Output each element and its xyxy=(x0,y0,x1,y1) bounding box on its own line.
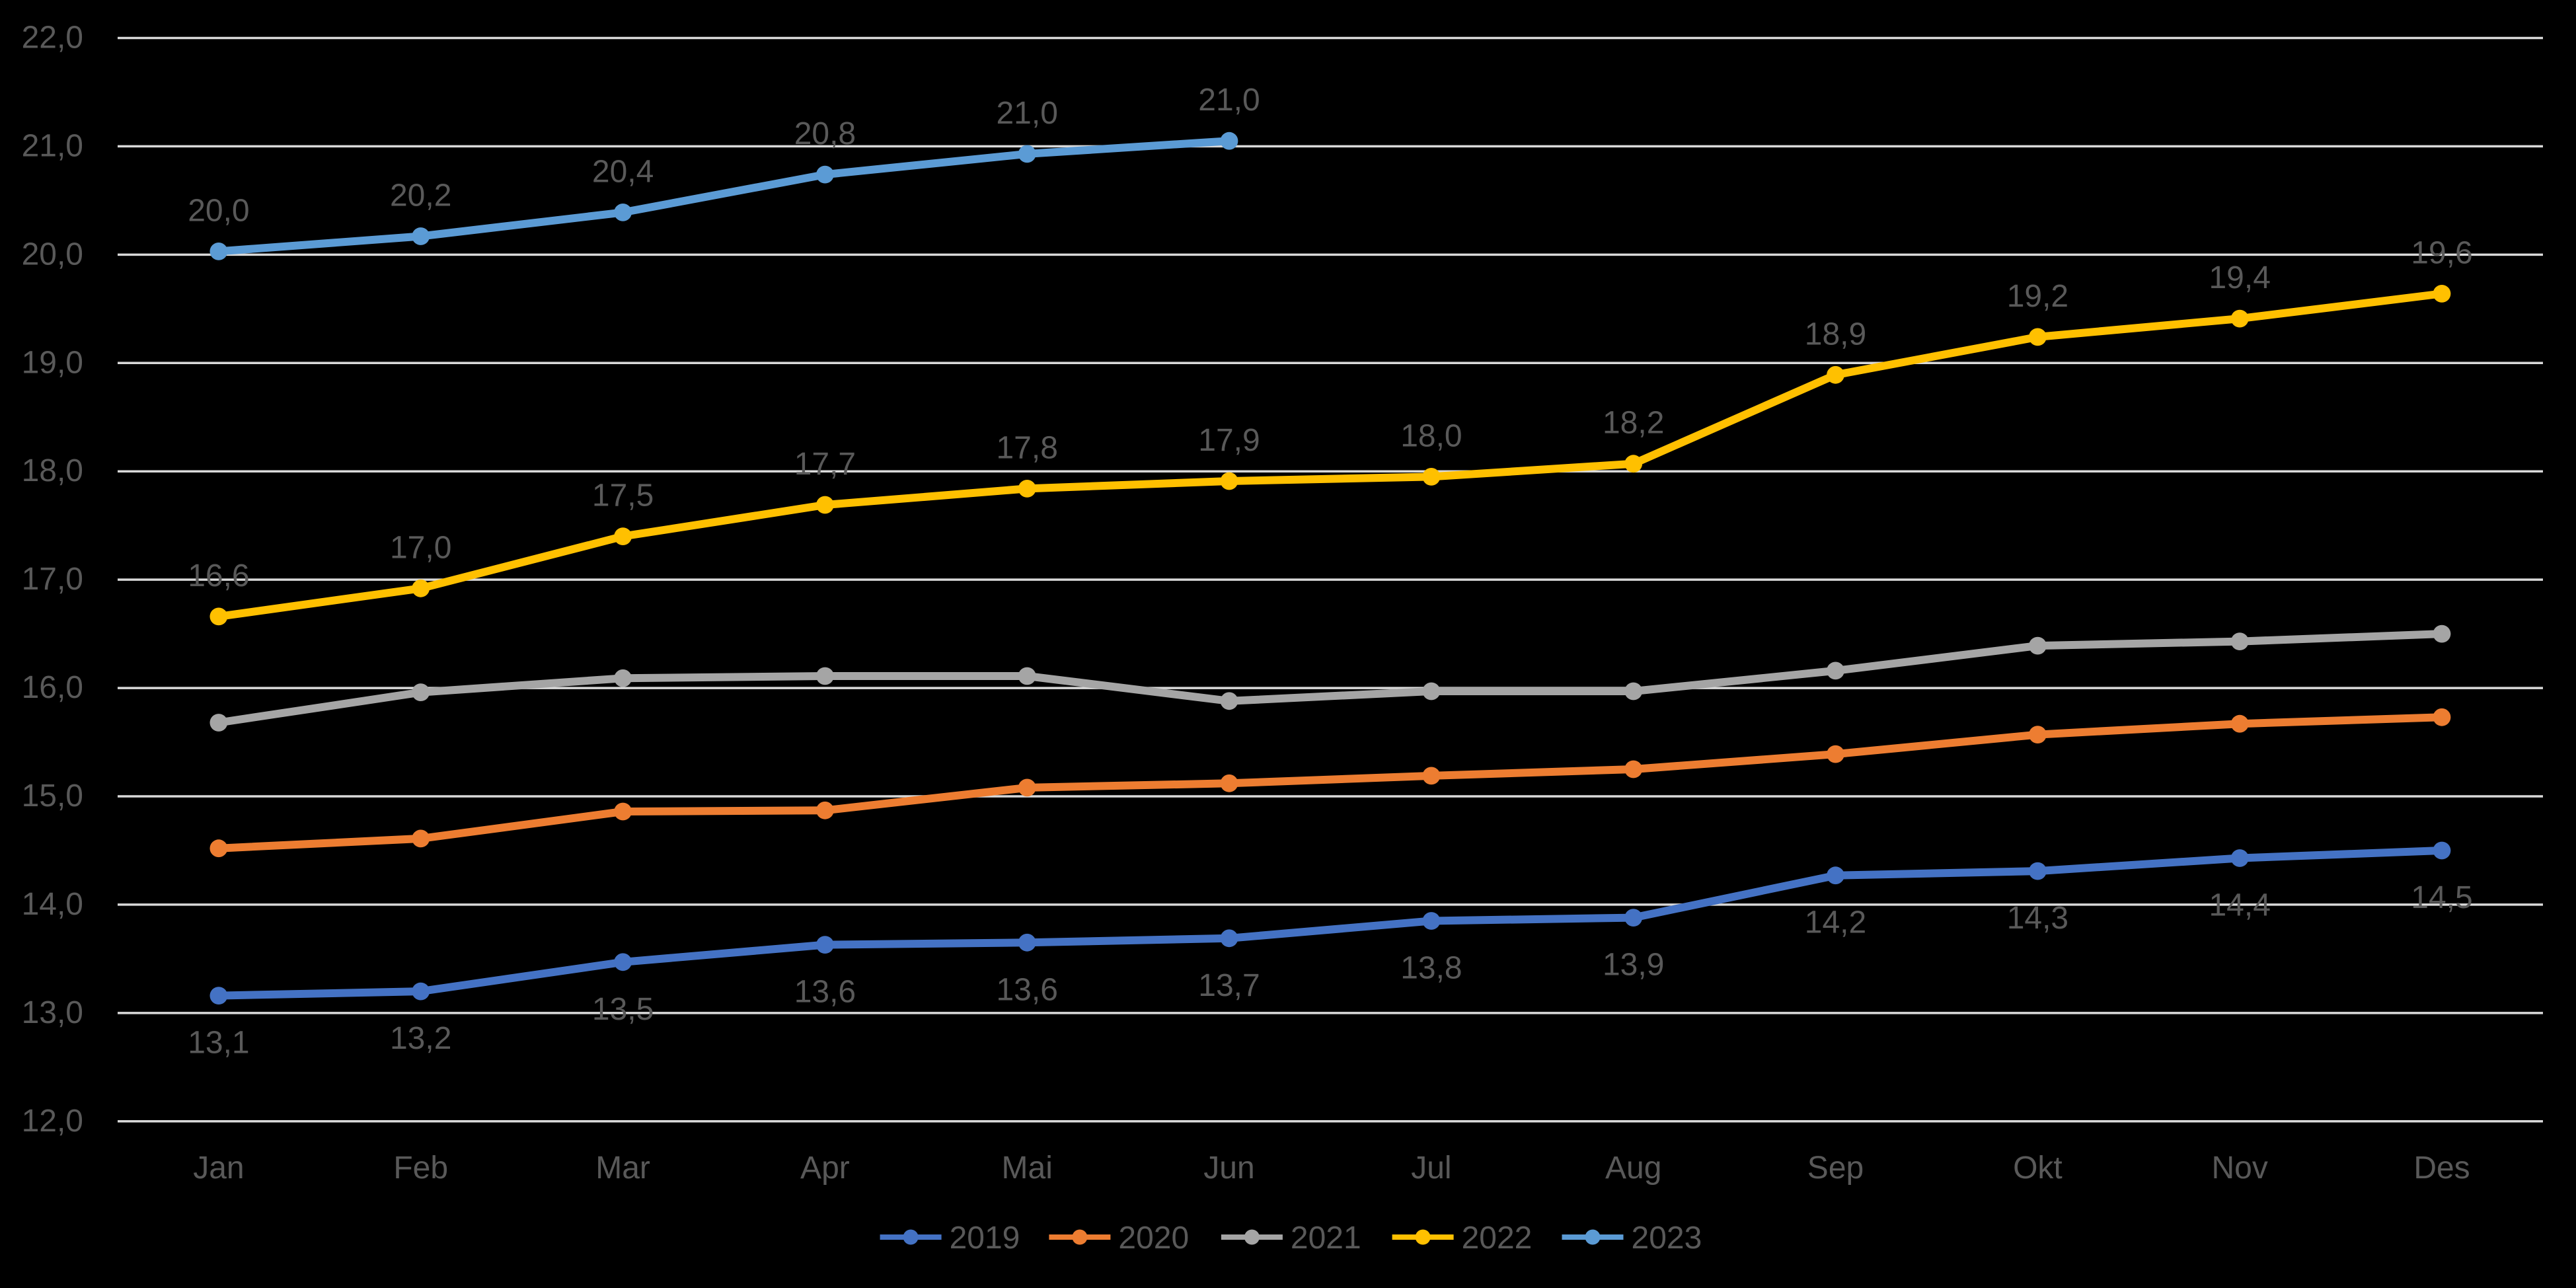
svg-text:2021: 2021 xyxy=(1291,1221,1361,1256)
svg-text:20,0: 20,0 xyxy=(22,237,83,272)
svg-text:17,7: 17,7 xyxy=(794,447,856,482)
svg-text:Nov: Nov xyxy=(2212,1151,2268,1186)
svg-text:Jan: Jan xyxy=(193,1151,244,1186)
svg-text:14,5: 14,5 xyxy=(2411,880,2472,915)
svg-text:18,9: 18,9 xyxy=(1805,317,1866,352)
svg-text:19,6: 19,6 xyxy=(2411,235,2472,270)
svg-text:17,8: 17,8 xyxy=(996,430,1057,465)
svg-text:19,0: 19,0 xyxy=(22,345,83,380)
svg-text:18,0: 18,0 xyxy=(1400,418,1462,453)
svg-text:14,0: 14,0 xyxy=(22,887,83,922)
svg-text:Jun: Jun xyxy=(1203,1151,1254,1186)
svg-text:19,2: 19,2 xyxy=(2007,279,2068,314)
svg-text:13,7: 13,7 xyxy=(1198,968,1260,1003)
svg-text:17,5: 17,5 xyxy=(592,478,654,513)
svg-text:21,0: 21,0 xyxy=(996,96,1057,131)
svg-text:18,2: 18,2 xyxy=(1603,406,1664,441)
svg-text:13,2: 13,2 xyxy=(390,1021,451,1056)
svg-text:Okt: Okt xyxy=(2013,1151,2063,1186)
svg-text:18,0: 18,0 xyxy=(22,453,83,488)
svg-text:20,0: 20,0 xyxy=(188,193,249,228)
svg-text:2023: 2023 xyxy=(1632,1221,1702,1256)
svg-text:Aug: Aug xyxy=(1605,1151,1661,1186)
svg-text:20,8: 20,8 xyxy=(794,116,856,151)
svg-text:Mar: Mar xyxy=(595,1151,650,1186)
svg-text:15,0: 15,0 xyxy=(22,778,83,814)
svg-text:16,0: 16,0 xyxy=(22,670,83,705)
svg-text:22,0: 22,0 xyxy=(22,20,83,56)
svg-text:13,9: 13,9 xyxy=(1603,948,1664,983)
svg-text:12,0: 12,0 xyxy=(22,1104,83,1139)
svg-text:13,8: 13,8 xyxy=(1400,951,1462,986)
svg-text:19,4: 19,4 xyxy=(2209,260,2270,295)
svg-text:14,3: 14,3 xyxy=(2007,901,2068,936)
svg-text:13,1: 13,1 xyxy=(188,1026,249,1061)
svg-text:14,4: 14,4 xyxy=(2209,888,2270,923)
svg-text:17,0: 17,0 xyxy=(22,562,83,597)
svg-text:Jul: Jul xyxy=(1411,1151,1451,1186)
svg-text:14,2: 14,2 xyxy=(1805,905,1866,940)
svg-text:Mai: Mai xyxy=(1002,1151,1053,1186)
svg-text:17,9: 17,9 xyxy=(1198,423,1260,458)
svg-text:Feb: Feb xyxy=(393,1151,448,1186)
svg-text:13,0: 13,0 xyxy=(22,995,83,1030)
svg-text:21,0: 21,0 xyxy=(22,128,83,163)
svg-text:Sep: Sep xyxy=(1807,1151,1864,1186)
svg-text:13,6: 13,6 xyxy=(794,975,856,1010)
svg-text:16,6: 16,6 xyxy=(188,558,249,593)
svg-text:13,6: 13,6 xyxy=(996,972,1057,1007)
svg-text:20,4: 20,4 xyxy=(592,154,654,189)
svg-text:2022: 2022 xyxy=(1462,1221,1533,1256)
svg-text:20,2: 20,2 xyxy=(390,178,451,213)
svg-text:17,0: 17,0 xyxy=(390,530,451,565)
svg-text:21,0: 21,0 xyxy=(1198,83,1260,118)
svg-text:2019: 2019 xyxy=(950,1221,1020,1256)
svg-text:13,5: 13,5 xyxy=(592,992,654,1027)
svg-text:2020: 2020 xyxy=(1118,1221,1189,1256)
svg-text:Des: Des xyxy=(2413,1151,2470,1186)
svg-text:Apr: Apr xyxy=(800,1151,850,1186)
